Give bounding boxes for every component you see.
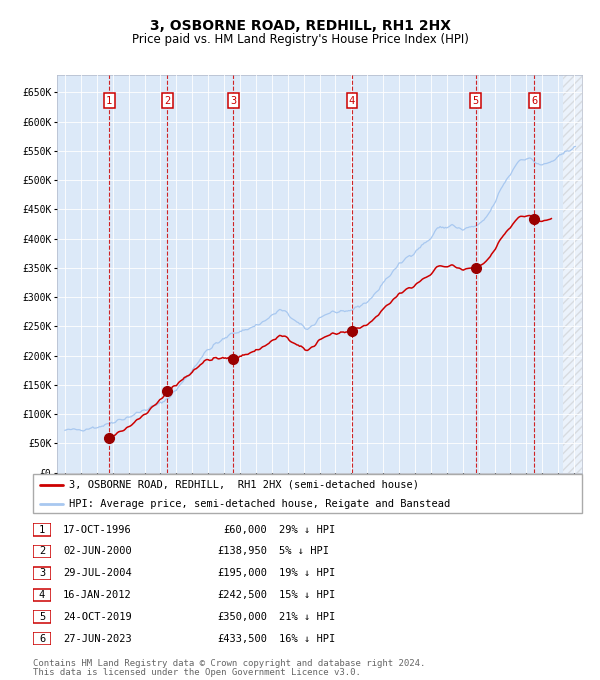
Text: 16% ↓ HPI: 16% ↓ HPI <box>279 634 335 643</box>
Text: 4: 4 <box>349 96 355 105</box>
Text: 5: 5 <box>39 612 45 622</box>
Text: 24-OCT-2019: 24-OCT-2019 <box>63 612 132 622</box>
FancyBboxPatch shape <box>33 589 51 601</box>
FancyBboxPatch shape <box>33 524 51 536</box>
Text: 3: 3 <box>230 96 236 105</box>
Text: 29% ↓ HPI: 29% ↓ HPI <box>279 525 335 534</box>
Text: 6: 6 <box>531 96 537 105</box>
Text: £60,000: £60,000 <box>223 525 267 534</box>
Text: £138,950: £138,950 <box>217 547 267 556</box>
Text: £433,500: £433,500 <box>217 634 267 643</box>
Text: 17-OCT-1996: 17-OCT-1996 <box>63 525 132 534</box>
Text: 3, OSBORNE ROAD, REDHILL, RH1 2HX: 3, OSBORNE ROAD, REDHILL, RH1 2HX <box>149 19 451 33</box>
Text: 5% ↓ HPI: 5% ↓ HPI <box>279 547 329 556</box>
Text: 1: 1 <box>39 525 45 534</box>
Text: 4: 4 <box>39 590 45 600</box>
Text: 16-JAN-2012: 16-JAN-2012 <box>63 590 132 600</box>
FancyBboxPatch shape <box>33 567 51 579</box>
Text: 2: 2 <box>39 547 45 556</box>
Text: Contains HM Land Registry data © Crown copyright and database right 2024.: Contains HM Land Registry data © Crown c… <box>33 659 425 668</box>
Text: 3, OSBORNE ROAD, REDHILL,  RH1 2HX (semi-detached house): 3, OSBORNE ROAD, REDHILL, RH1 2HX (semi-… <box>68 479 419 490</box>
Text: 15% ↓ HPI: 15% ↓ HPI <box>279 590 335 600</box>
Text: 3: 3 <box>39 568 45 578</box>
Text: Price paid vs. HM Land Registry's House Price Index (HPI): Price paid vs. HM Land Registry's House … <box>131 33 469 46</box>
Text: 19% ↓ HPI: 19% ↓ HPI <box>279 568 335 578</box>
FancyBboxPatch shape <box>33 545 51 558</box>
Text: 02-JUN-2000: 02-JUN-2000 <box>63 547 132 556</box>
Text: 6: 6 <box>39 634 45 643</box>
FancyBboxPatch shape <box>33 632 51 645</box>
Text: 1: 1 <box>106 96 112 105</box>
Text: £195,000: £195,000 <box>217 568 267 578</box>
Text: This data is licensed under the Open Government Licence v3.0.: This data is licensed under the Open Gov… <box>33 668 361 677</box>
Text: £242,500: £242,500 <box>217 590 267 600</box>
Text: 27-JUN-2023: 27-JUN-2023 <box>63 634 132 643</box>
Text: HPI: Average price, semi-detached house, Reigate and Banstead: HPI: Average price, semi-detached house,… <box>68 498 450 509</box>
Text: 29-JUL-2004: 29-JUL-2004 <box>63 568 132 578</box>
Bar <box>563 75 582 473</box>
Text: 5: 5 <box>472 96 479 105</box>
Text: £350,000: £350,000 <box>217 612 267 622</box>
FancyBboxPatch shape <box>33 611 51 623</box>
Text: 2: 2 <box>164 96 170 105</box>
FancyBboxPatch shape <box>33 474 582 513</box>
Text: 21% ↓ HPI: 21% ↓ HPI <box>279 612 335 622</box>
